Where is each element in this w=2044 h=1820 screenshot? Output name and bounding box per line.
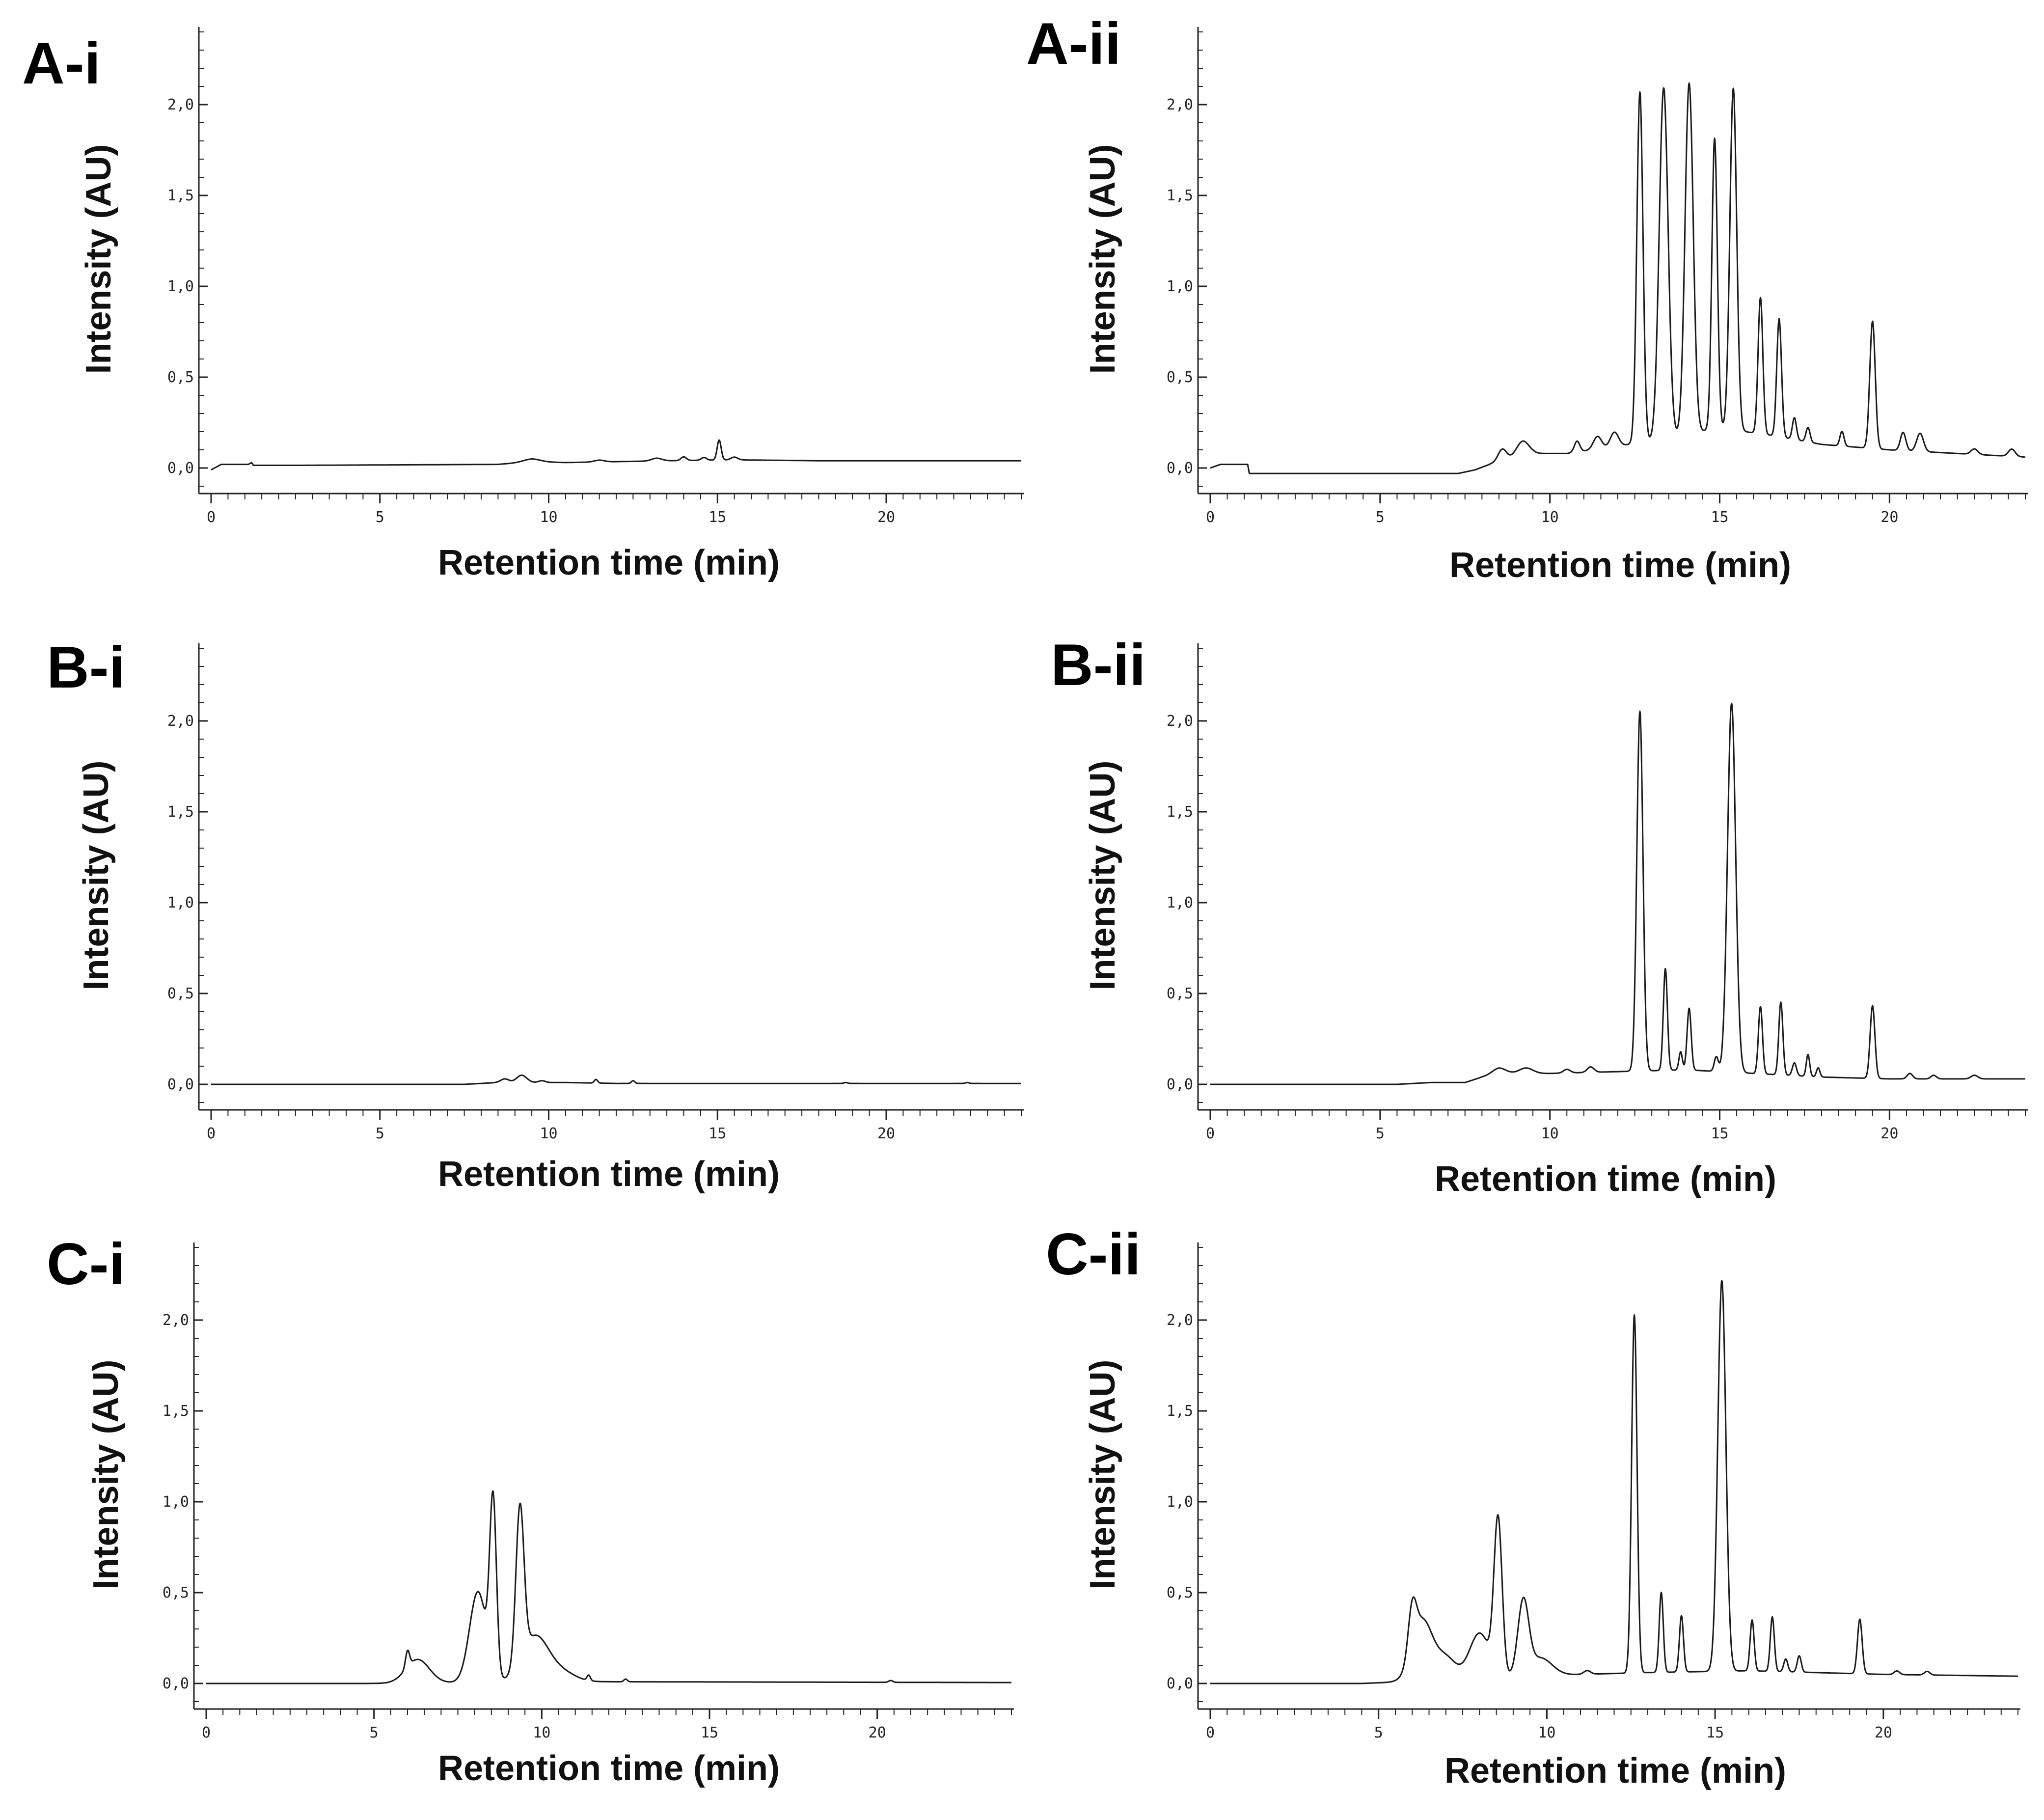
y-tick-label: 0,0: [167, 460, 194, 477]
x-tick-label: 15: [709, 509, 726, 526]
x-axis-title: Retention time (min): [438, 1749, 780, 1788]
panel-label: B-i: [47, 634, 125, 700]
x-tick-label: 5: [370, 1724, 379, 1741]
x-axis-title: Retention time (min): [1444, 1751, 1786, 1791]
x-tick-label: 5: [1374, 1724, 1383, 1741]
y-tick-label: 2,0: [1167, 1312, 1193, 1329]
y-tick-label: 0,5: [1167, 985, 1193, 1002]
y-tick-label: 1,5: [167, 803, 194, 821]
x-axis-title: Retention time (min): [1449, 546, 1791, 585]
x-axis-title: Retention time (min): [438, 1155, 780, 1194]
x-tick-label: 10: [540, 509, 557, 526]
panel-label: B-ii: [1051, 632, 1145, 698]
chromatogram-trace: [211, 439, 1022, 471]
y-axis-title: Intensity (AU): [77, 761, 116, 991]
x-tick-label: 20: [1880, 509, 1898, 526]
y-tick-label: 1,0: [163, 1493, 189, 1511]
x-tick-label: 5: [376, 1125, 384, 1142]
y-axis-title: Intensity (AU): [79, 144, 118, 374]
x-tick-label: 0: [1206, 1125, 1215, 1142]
x-axis-title: Retention time (min): [1435, 1159, 1776, 1199]
panel-label: A-i: [22, 30, 101, 96]
x-tick-label: 20: [1875, 1724, 1892, 1741]
x-tick-label: 0: [1206, 1724, 1215, 1741]
x-tick-label: 5: [376, 509, 384, 526]
chromatogram-trace: [1210, 702, 2026, 1085]
y-tick-label: 0,5: [1167, 369, 1193, 386]
panel-label: C-i: [47, 1231, 125, 1297]
y-tick-label: 0,5: [167, 369, 194, 386]
y-tick-label: 0,0: [1167, 1076, 1193, 1093]
chart-panel-a-ii: 0,0 0,5 1,0 1,5 2,0 0 5 10 15 20 Retention time (m…: [1026, 11, 2028, 585]
x-tick-label: 10: [1538, 1724, 1555, 1741]
chromatogram-trace: [1210, 82, 2026, 474]
x-tick-label: 15: [709, 1125, 726, 1142]
y-tick-label: 1,5: [1167, 187, 1193, 204]
x-tick-label: 15: [1711, 509, 1728, 526]
y-tick-label: 1,0: [167, 894, 194, 911]
x-tick-label: 15: [1706, 1724, 1724, 1741]
y-tick-label: 1,0: [1167, 1493, 1193, 1511]
y-tick-label: 0,0: [167, 1076, 194, 1093]
x-tick-label: 5: [1376, 509, 1385, 526]
chart-panel-c-i: 0,0 0,5 1,0 1,5 2,0 0 5 10 15 20 Retention time (m…: [47, 1231, 1014, 1788]
y-tick-label: 0,5: [1167, 1584, 1193, 1601]
chromatogram-trace: [1210, 1280, 2018, 1684]
y-tick-label: 2,0: [167, 713, 194, 730]
y-tick-label: 2,0: [1167, 96, 1193, 113]
chromatogram-trace: [211, 1075, 1022, 1085]
x-tick-label: 15: [1711, 1125, 1728, 1142]
chromatogram-trace: [206, 1490, 1012, 1684]
x-tick-label: 0: [1206, 509, 1215, 526]
x-tick-label: 15: [701, 1724, 718, 1741]
y-axis-title: Intensity (AU): [1083, 1360, 1122, 1590]
y-tick-label: 2,0: [163, 1312, 189, 1329]
y-tick-label: 1,0: [1167, 894, 1193, 911]
chart-panel-c-ii: 0,0 0,5 1,0 1,5 2,0 0 5 10 15 20 Retention time (m…: [1046, 1221, 2020, 1791]
panel-label: A-ii: [1026, 11, 1121, 77]
y-tick-label: 1,0: [167, 278, 194, 295]
y-tick-label: 0,5: [167, 985, 194, 1002]
x-tick-label: 20: [1880, 1125, 1898, 1142]
y-tick-label: 1,5: [163, 1403, 189, 1420]
y-tick-label: 1,0: [1167, 278, 1193, 295]
y-axis-title: Intensity (AU): [86, 1360, 126, 1590]
chart-panel-b-i: 0,0 0,5 1,0 1,5 2,0 0 5 10 15 20 Retention time (m…: [47, 634, 1024, 1194]
y-axis-title: Intensity (AU): [1083, 761, 1122, 991]
x-tick-label: 10: [540, 1125, 557, 1142]
y-tick-label: 2,0: [1167, 713, 1193, 730]
y-tick-label: 2,0: [167, 96, 194, 113]
y-tick-label: 1,5: [167, 187, 194, 204]
chart-panel-b-ii: 0,0 0,5 1,0 1,5 2,0 0 5 10 15 20 Retention time (m…: [1051, 632, 2028, 1199]
x-tick-label: 10: [1541, 509, 1559, 526]
x-tick-label: 10: [533, 1724, 550, 1741]
x-axis-title: Retention time (min): [438, 543, 780, 582]
y-tick-label: 0,0: [1167, 460, 1193, 477]
y-tick-label: 0,0: [163, 1675, 189, 1692]
x-tick-label: 5: [1376, 1125, 1385, 1142]
y-axis-title: Intensity (AU): [1083, 144, 1122, 374]
x-tick-label: 0: [207, 509, 216, 526]
x-tick-label: 10: [1541, 1125, 1559, 1142]
panel-label: C-ii: [1046, 1221, 1141, 1287]
y-tick-label: 1,5: [1167, 1403, 1193, 1420]
y-tick-label: 1,5: [1167, 803, 1193, 821]
x-tick-label: 0: [207, 1125, 216, 1142]
x-tick-label: 20: [869, 1724, 886, 1741]
chart-panel-a-i: 0,0 0,5 1,0 1,5 2,0 0 5 10 15 20 Retention time (m…: [22, 27, 1024, 582]
x-tick-label: 20: [877, 509, 895, 526]
y-tick-label: 0,5: [163, 1584, 189, 1601]
x-tick-label: 0: [202, 1724, 211, 1741]
y-tick-label: 0,0: [1167, 1675, 1193, 1692]
x-tick-label: 20: [877, 1125, 895, 1142]
